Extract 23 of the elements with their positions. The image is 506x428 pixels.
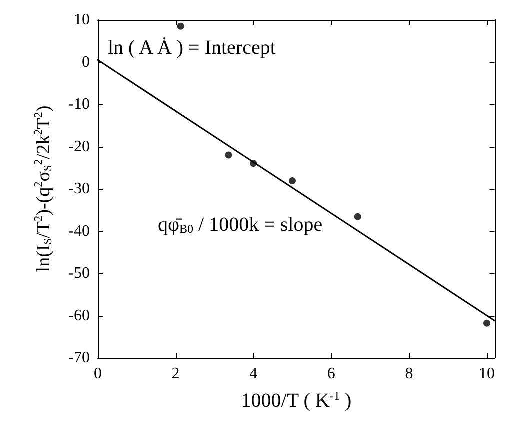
point	[484, 320, 490, 327]
point	[225, 152, 232, 159]
y-tick-label: 10	[74, 12, 90, 28]
x-tick-label: 0	[94, 366, 102, 382]
x-tick-label: 8	[405, 366, 414, 382]
y-tick-label: -70	[68, 350, 90, 366]
x-tick-label: 6	[327, 366, 336, 382]
y-tick-label: -20	[68, 138, 90, 156]
point	[354, 213, 362, 220]
x-tick-label: 10	[479, 366, 495, 382]
point	[177, 22, 184, 30]
annotation: ln ( A Ȧ ) = Intercept	[108, 37, 276, 59]
point	[289, 177, 296, 184]
y-tick-label: -50	[68, 265, 90, 282]
x-tick-label: 4	[250, 366, 258, 382]
annotation: qφ̄B0 / 1000k = slope	[158, 214, 323, 236]
y-tick-label: -10	[68, 96, 90, 113]
y-tick-label: 0	[82, 54, 90, 71]
x-tick-label: 2	[172, 366, 180, 382]
y-tick-label: -30	[68, 180, 90, 198]
y-tick-label: -60	[68, 307, 90, 324]
y-tick-label: -40	[68, 222, 90, 240]
text: ln(IS/T2)-(q2σS2/2k2T2)	[33, 106, 54, 272]
